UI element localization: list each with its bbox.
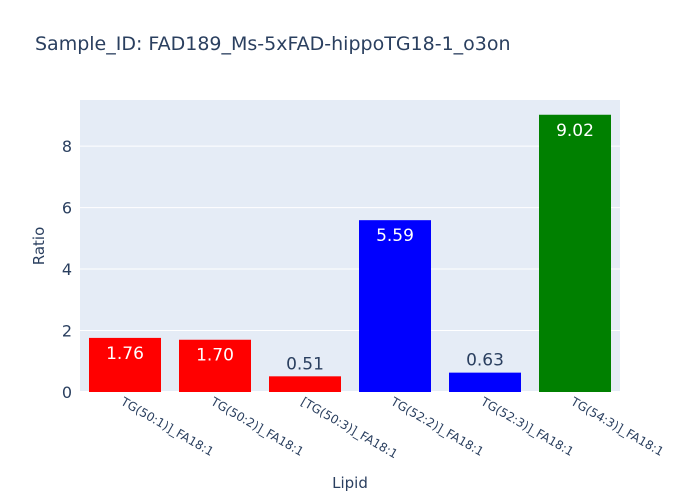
x-tick-label: TG(54:3)]_FA18:1 [568,394,666,459]
y-tick-label: 6 [62,199,72,218]
y-tick-label: 2 [62,322,72,341]
gridlines [80,145,620,393]
x-axis-ticks: TG(50:1)]_FA18:1TG(50:2)]_FA18:1[TG(50:3… [118,394,666,461]
bar [449,372,521,392]
bar [89,337,161,392]
bar [539,114,611,392]
y-tick-label: 8 [62,137,72,156]
y-axis-ticks: 0 2 4 6 8 [62,137,72,402]
x-tick-label: TG(52:3)]_FA18:1 [478,394,576,459]
plot-area [80,100,620,392]
x-tick-label: TG(50:2)]_FA18:1 [208,394,306,459]
y-axis-label: Ratio [30,227,48,266]
y-tick-label: 0 [62,383,72,402]
data-label: 0.63 [466,351,504,371]
x-tick-label: TG(50:1)]_FA18:1 [118,394,216,459]
data-label: 1.70 [196,346,234,366]
data-label: 0.51 [286,354,324,374]
x-tick-label: [TG(50:3)]_FA18:1 [299,394,401,461]
bar [359,220,431,392]
data-label: 5.59 [376,226,414,246]
x-axis-label: Lipid [332,474,368,492]
x-tick-label: TG(52:2)]_FA18:1 [388,394,486,459]
bar [179,339,251,392]
data-label: 9.02 [556,121,594,141]
bar [269,376,341,392]
y-tick-label: 4 [62,260,72,279]
bars [89,114,611,392]
chart-title: Sample_ID: FAD189_Ms-5xFAD-hippoTG18-1_o… [35,33,511,55]
data-label: 1.76 [106,344,144,364]
data-labels: 1.76 1.70 0.51 5.59 0.63 9.02 [106,121,594,375]
